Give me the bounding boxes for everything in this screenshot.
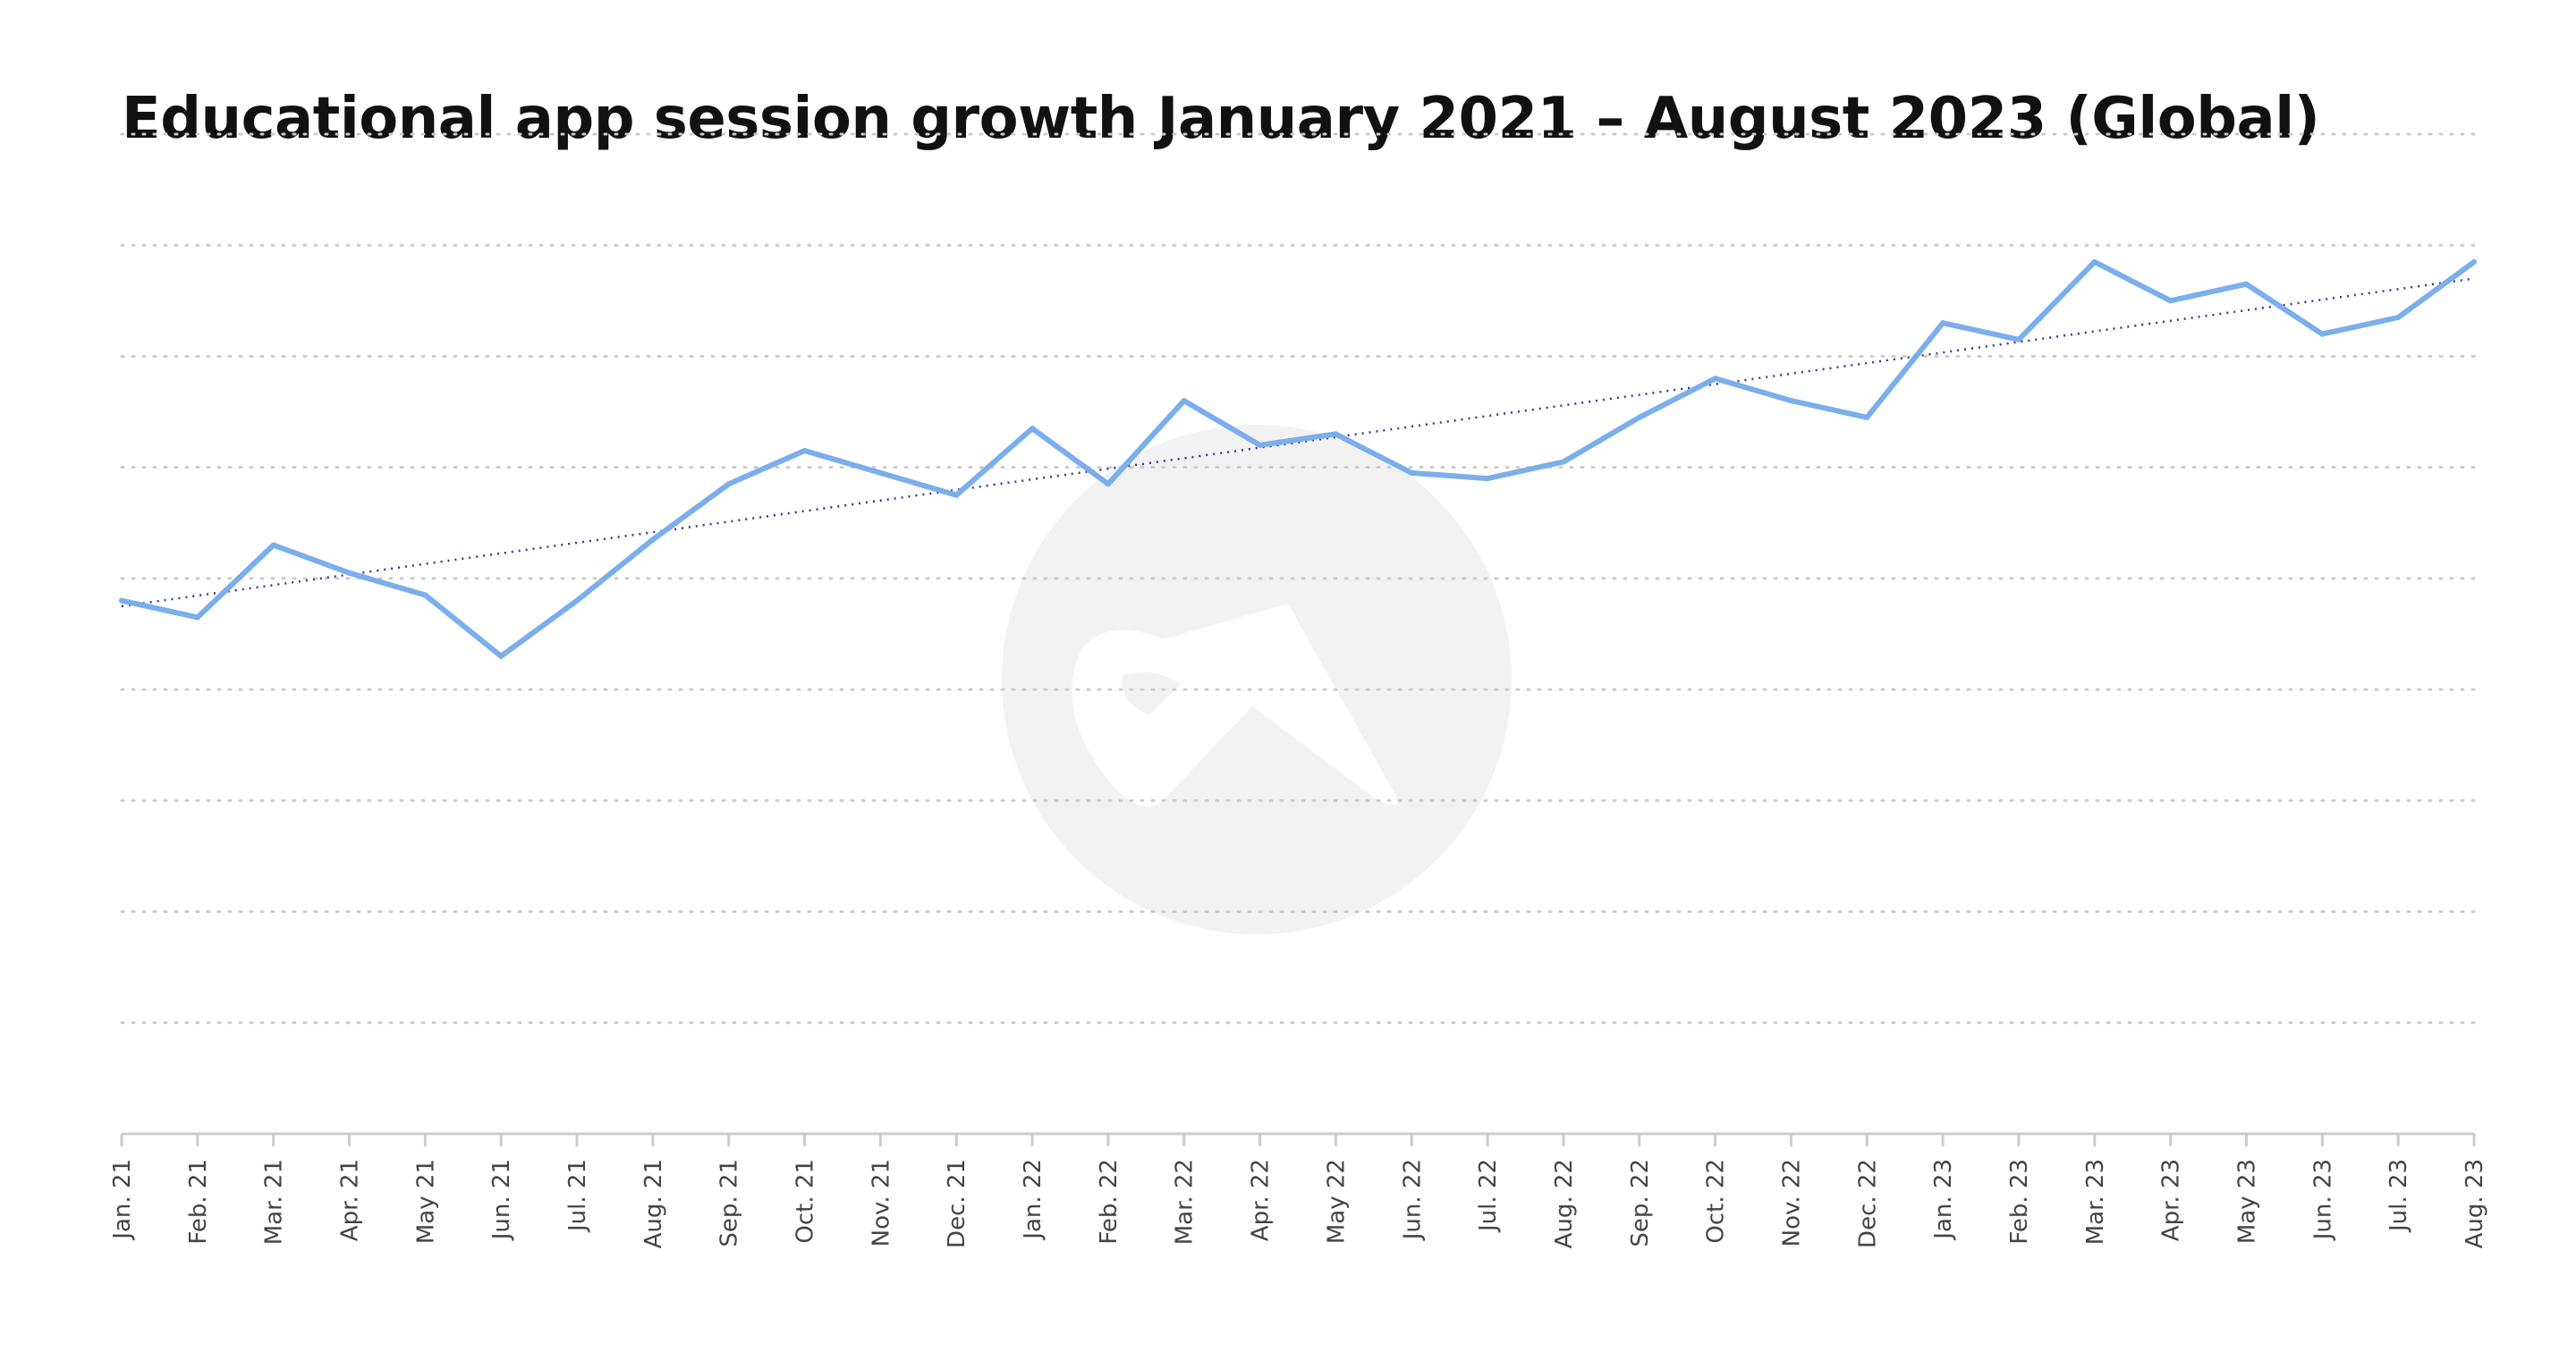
data-point xyxy=(1788,398,1794,404)
x-tick-label: May 22 xyxy=(1323,1159,1350,1244)
x-tick-label: May 21 xyxy=(412,1159,439,1244)
x-tick-label: Aug. 23 xyxy=(2462,1159,2488,1248)
x-tick-label: Jul. 23 xyxy=(2385,1159,2412,1233)
data-point xyxy=(1105,481,1111,487)
x-tick-labels: Jan. 21 Feb. 21 Mar. 21 Apr. 21 May 21 Jun. 2… xyxy=(109,1159,2488,1248)
data-point xyxy=(2319,331,2326,337)
x-tick-label: Mar. 23 xyxy=(2082,1159,2109,1245)
x-tick-label: Oct. 21 xyxy=(792,1159,819,1244)
data-point xyxy=(346,570,352,576)
x-tick-label: Jan. 23 xyxy=(1930,1159,1957,1241)
x-tick-label: Feb. 22 xyxy=(1096,1159,1123,1245)
x-tick-label: Jun. 22 xyxy=(1399,1159,1426,1241)
x-tick-label: Jan. 21 xyxy=(109,1159,136,1241)
data-point xyxy=(2471,258,2477,265)
data-point xyxy=(1257,442,1263,448)
data-point xyxy=(574,597,580,604)
data-point xyxy=(1864,414,1870,420)
data-point xyxy=(270,542,276,548)
x-tick-label: Sep. 22 xyxy=(1627,1159,1654,1247)
x-tick-label: Jul. 21 xyxy=(564,1159,591,1233)
chart-title: Educational app session growth January 2… xyxy=(122,86,2320,152)
data-point xyxy=(1940,320,1946,326)
data-point xyxy=(1560,459,1566,465)
watermark-logo-icon xyxy=(1002,425,1512,934)
x-tick-label: Apr. 22 xyxy=(1248,1159,1275,1241)
x-tick-label: Apr. 23 xyxy=(2158,1159,2185,1241)
x-tick-label: Mar. 21 xyxy=(261,1159,288,1245)
x-axis xyxy=(120,1132,2476,1146)
x-tick-label: Aug. 22 xyxy=(1551,1159,1578,1248)
x-tick-label: Oct. 22 xyxy=(1703,1159,1730,1244)
x-tick-label: Nov. 22 xyxy=(1778,1159,1805,1246)
data-point xyxy=(1409,469,1415,476)
data-point xyxy=(2243,281,2250,287)
data-point xyxy=(1181,398,1187,404)
x-tick-label: Nov. 21 xyxy=(868,1159,894,1246)
data-point xyxy=(1333,431,1339,437)
data-point xyxy=(725,481,732,487)
data-point xyxy=(1636,414,1642,420)
x-tick-label: Jul. 22 xyxy=(1475,1159,1502,1233)
data-point xyxy=(877,469,884,476)
data-point xyxy=(498,653,504,659)
data-point xyxy=(422,592,428,598)
data-point xyxy=(801,448,808,454)
data-point xyxy=(953,492,960,498)
series-line xyxy=(119,258,2477,659)
data-point xyxy=(119,597,124,604)
data-point xyxy=(1030,426,1036,432)
x-tick-label: Feb. 23 xyxy=(2006,1159,2033,1245)
data-point xyxy=(1712,376,1718,382)
data-point xyxy=(1485,476,1491,482)
x-tick-label: Sep. 21 xyxy=(716,1159,743,1247)
data-point xyxy=(2395,314,2402,320)
x-tick-label: Jan. 22 xyxy=(1020,1159,1046,1241)
x-tick-label: Apr. 21 xyxy=(337,1159,364,1241)
data-point xyxy=(649,537,656,543)
data-point xyxy=(2091,258,2097,265)
x-tick-label: Dec. 22 xyxy=(1854,1159,1881,1248)
data-point xyxy=(194,614,200,621)
x-tick-label: Dec. 21 xyxy=(944,1159,970,1248)
x-tick-label: Jun. 21 xyxy=(488,1159,515,1241)
data-point xyxy=(2167,298,2174,304)
series-group xyxy=(119,258,2477,659)
x-tick-label: May 23 xyxy=(2233,1159,2260,1244)
data-point xyxy=(2015,336,2021,342)
x-tick-label: Aug. 21 xyxy=(640,1159,667,1248)
x-tick-label: Feb. 21 xyxy=(185,1159,212,1245)
x-tick-label: Mar. 22 xyxy=(1172,1159,1199,1245)
x-tick-label: Jun. 23 xyxy=(2309,1159,2336,1241)
